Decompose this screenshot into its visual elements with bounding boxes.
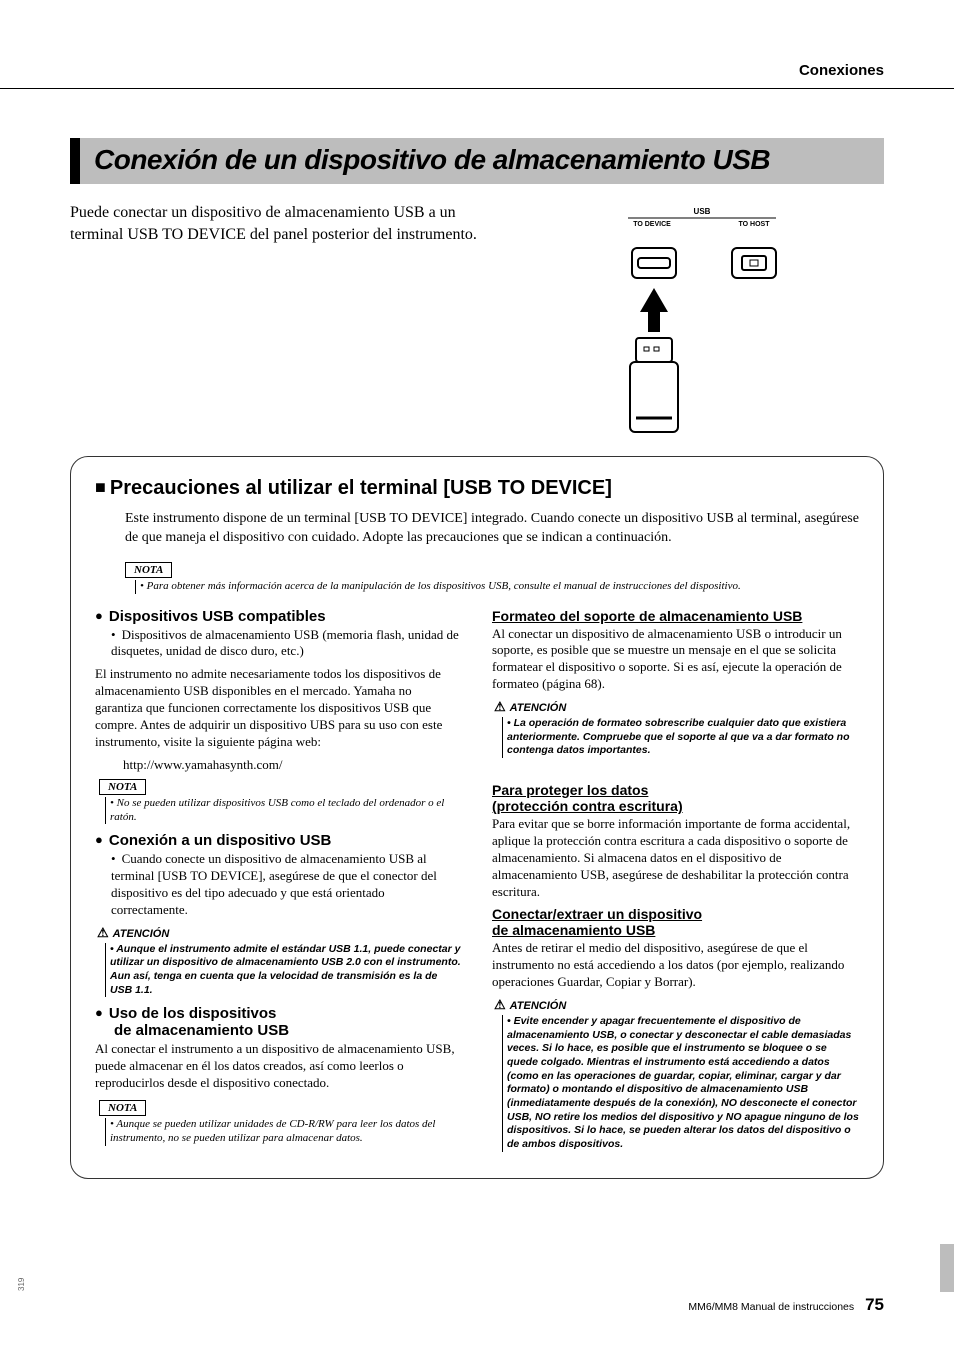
intro-row: Puede conectar un dispositivo de almacen… bbox=[70, 202, 884, 442]
h-compatible-devices: Dispositivos USB compatibles bbox=[95, 608, 462, 625]
nota-label-3: NOTA bbox=[99, 1100, 146, 1116]
compatible-devices-item: Dispositivos de almacenamiento USB (memo… bbox=[111, 627, 462, 661]
h-eject-b: de almacenamiento USB bbox=[492, 922, 859, 938]
format-para: Al conectar un dispositivo de almacenami… bbox=[492, 626, 859, 694]
h-protect-a: Para proteger los datos bbox=[492, 782, 859, 798]
warn-usb11: • Aunque el instrumento admite el estánd… bbox=[105, 943, 462, 998]
running-head: Conexiones bbox=[799, 62, 884, 79]
left-column: Dispositivos USB compatibles Dispositivo… bbox=[95, 602, 462, 1160]
usb-diagram: USB TO DEVICE TO HOST bbox=[520, 202, 884, 442]
h-eject-a: Conectar/extraer un dispositivo bbox=[492, 906, 859, 922]
footer-manual: MM6/MM8 Manual de instrucciones bbox=[688, 1301, 854, 1313]
page: Conexiones Conexión de un dispositivo de… bbox=[0, 0, 954, 1351]
diagram-to-host: TO HOST bbox=[739, 221, 771, 228]
precautions-box: Precauciones al utilizar el terminal [US… bbox=[70, 456, 884, 1179]
connect-usb-item: Cuando conecte un dispositivo de almacen… bbox=[111, 851, 462, 919]
usage-para: Al conectar el instrumento a un disposit… bbox=[95, 1041, 462, 1092]
warn-label-eject: ATENCIÓN bbox=[494, 997, 859, 1013]
precautions-lead: Este instrumento dispone de un terminal … bbox=[125, 510, 859, 548]
footer: MM6/MM8 Manual de instrucciones 75 bbox=[688, 1295, 884, 1315]
compatible-devices-para: El instrumento no admite necesariamente … bbox=[95, 666, 462, 750]
thumb-tab bbox=[940, 1244, 954, 1292]
diagram-usb-label: USB bbox=[694, 207, 711, 216]
nota-label-2: NOTA bbox=[99, 779, 146, 795]
main-title: Conexión de un dispositivo de almacenami… bbox=[70, 138, 884, 184]
intro-text: Puede conectar un dispositivo de almacen… bbox=[70, 202, 490, 442]
precautions-heading: Precauciones al utilizar el terminal [US… bbox=[95, 477, 859, 500]
h-connect-usb: Conexión a un dispositivo USB bbox=[95, 832, 462, 849]
gutter-number: 319 bbox=[17, 1278, 26, 1291]
h-usage-a: Uso de los dispositivos bbox=[95, 1005, 462, 1022]
nota-top: • Para obtener más información acerca de… bbox=[135, 580, 859, 594]
yamaha-url: http://www.yamahasynth.com/ bbox=[123, 757, 462, 773]
eject-para: Antes de retirar el medio del dispositiv… bbox=[492, 940, 859, 991]
top-rule bbox=[0, 88, 954, 89]
footer-page: 75 bbox=[865, 1295, 884, 1314]
h-usage-b: de almacenamiento USB bbox=[114, 1022, 462, 1039]
columns: Dispositivos USB compatibles Dispositivo… bbox=[95, 602, 859, 1160]
nota-label: NOTA bbox=[125, 562, 172, 578]
warn-label-format: ATENCIÓN bbox=[494, 699, 859, 715]
h-protect-b: (protección contra escritura) bbox=[492, 798, 859, 814]
warn-label-usb11: ATENCIÓN bbox=[97, 925, 462, 941]
nota-keyboard-mouse: • No se pueden utilizar dispositivos USB… bbox=[105, 797, 462, 825]
nota-cdrw: • Aunque se pueden utilizar unidades de … bbox=[105, 1118, 462, 1146]
protect-para: Para evitar que se borre información imp… bbox=[492, 816, 859, 900]
warn-eject: • Evite encender y apagar frecuentemente… bbox=[502, 1015, 859, 1151]
diagram-to-device: TO DEVICE bbox=[633, 221, 671, 228]
warn-format: • La operación de formateo sobrescribe c… bbox=[502, 717, 859, 758]
h-format: Formateo del soporte de almacenamiento U… bbox=[492, 608, 859, 624]
right-column: Formateo del soporte de almacenamiento U… bbox=[492, 602, 859, 1160]
